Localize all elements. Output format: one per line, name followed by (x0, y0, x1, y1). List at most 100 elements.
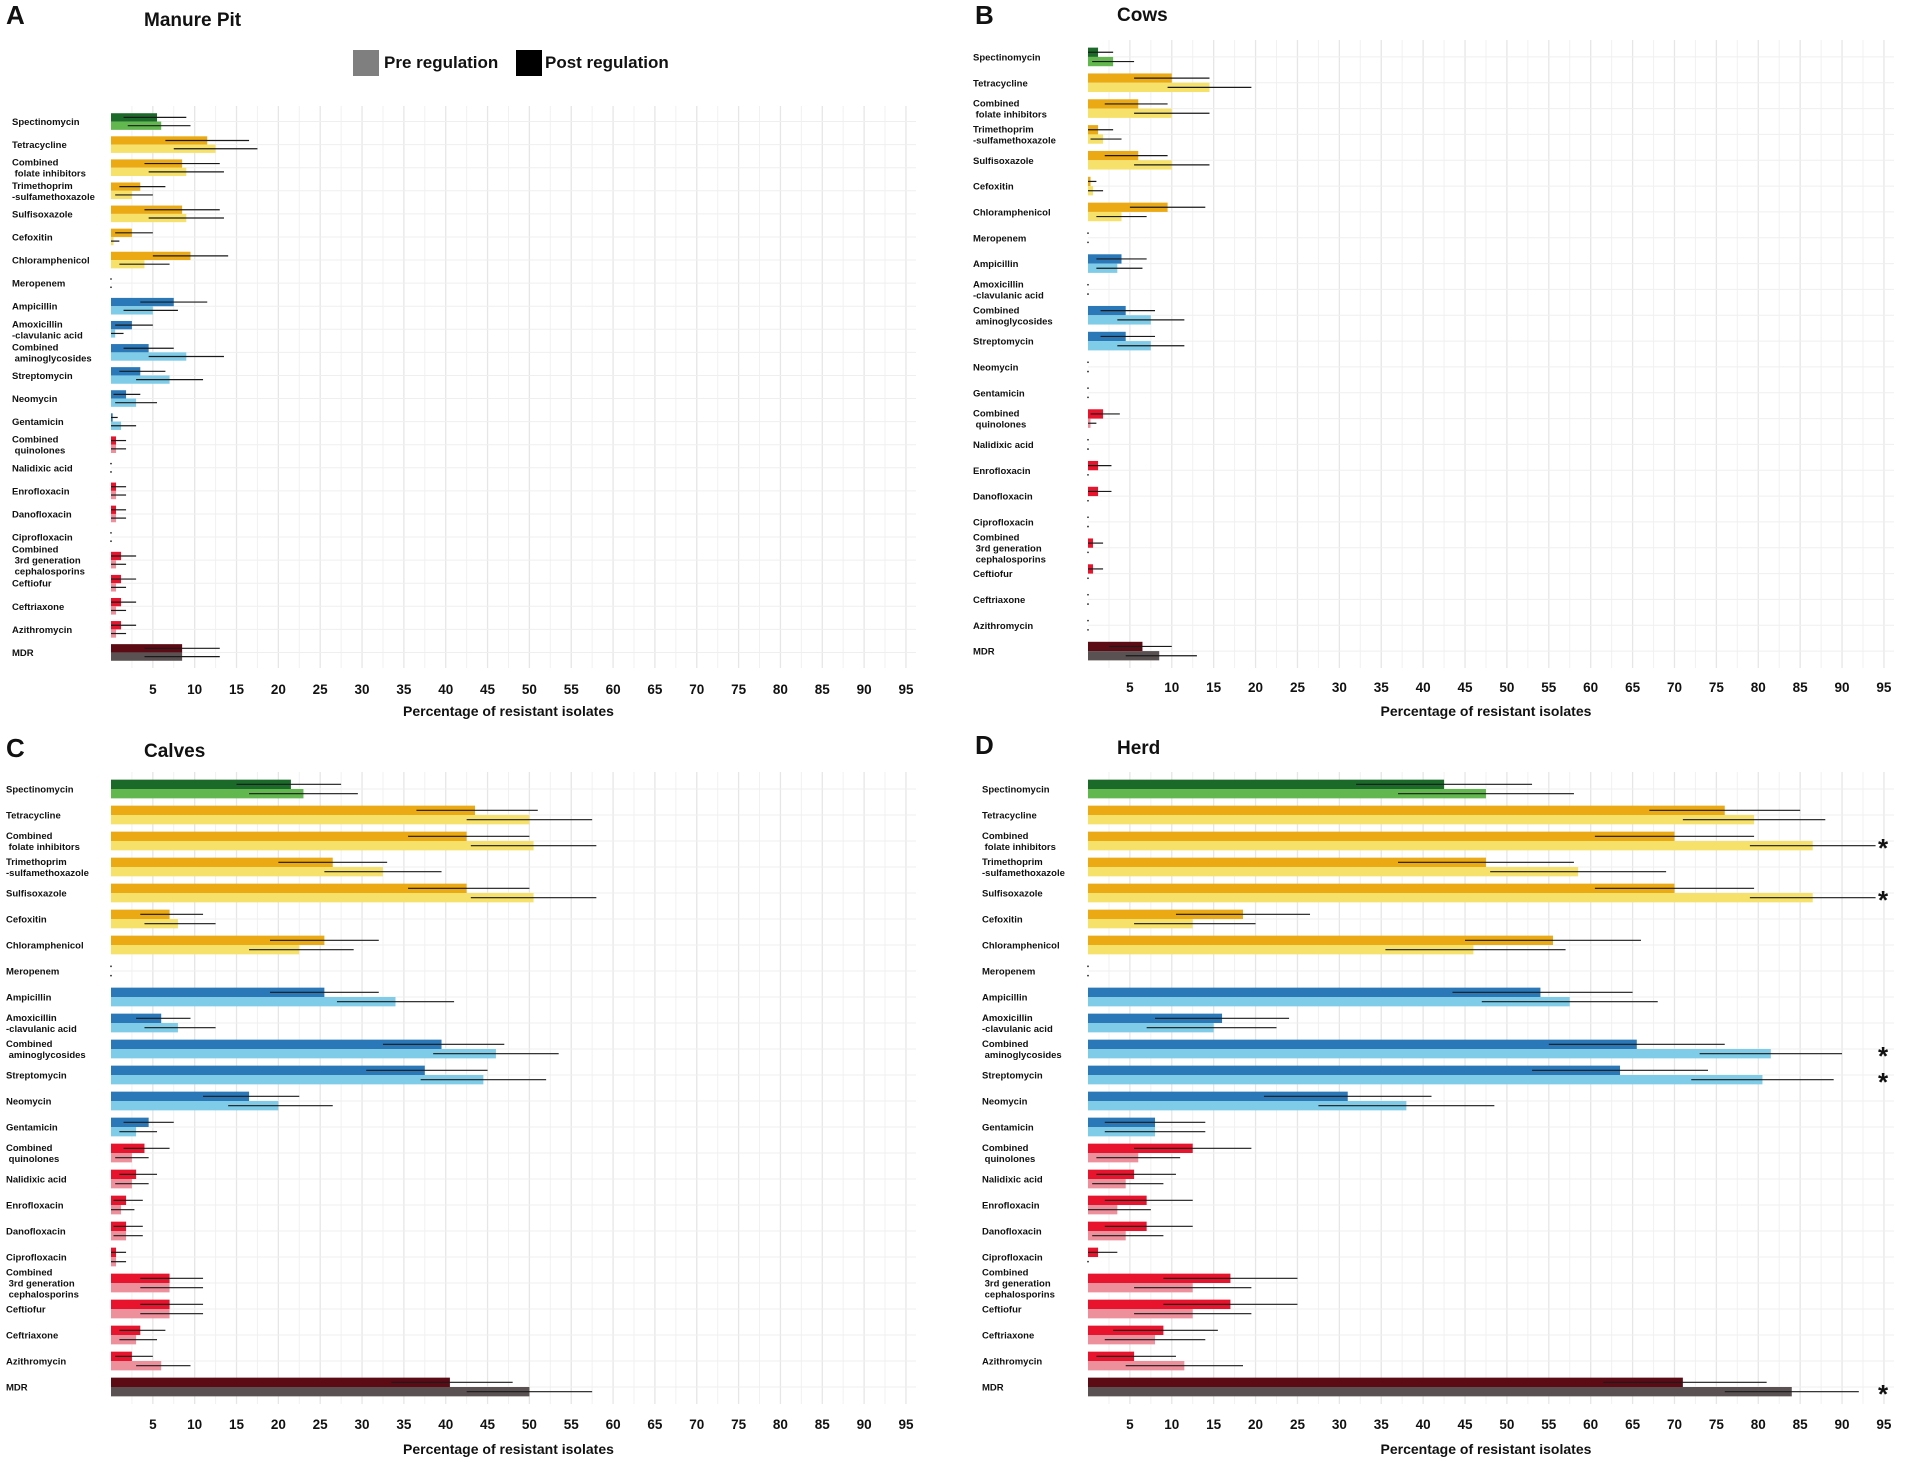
category-label-line: quinolones (973, 420, 1026, 431)
zero-marker-pre (1087, 551, 1089, 554)
x-tick-label: 35 (1374, 1417, 1390, 1432)
x-tick-label: 65 (647, 682, 663, 697)
category-label-line: Neomycin (973, 362, 1019, 373)
category-label-line: -sulfamethoxazole (12, 192, 95, 203)
panel-letter: D (975, 730, 994, 760)
x-tick-label: 25 (313, 682, 329, 697)
zero-marker-pre (1087, 1260, 1089, 1263)
category-label: Nalidixic acid (12, 463, 73, 474)
x-tick-label: 70 (1667, 1417, 1682, 1432)
x-tick-label: 25 (313, 1417, 329, 1432)
bar-post (1088, 1091, 1348, 1101)
category-label: Nalidixic acid (973, 440, 1034, 451)
bar-post (111, 1377, 450, 1387)
bar-post (1088, 779, 1445, 789)
category-label-line: Combined (12, 545, 59, 556)
x-tick-label: 75 (731, 1417, 747, 1432)
bar-post (111, 857, 333, 867)
category-label-line: Spectinomycin (6, 785, 74, 796)
bar-post (1088, 883, 1675, 893)
x-tick-label: 80 (773, 1417, 788, 1432)
legend-label-post: Post regulation (545, 53, 669, 72)
x-tick-label: 15 (1206, 1417, 1222, 1432)
category-label-line: -sulfamethoxazole (973, 135, 1056, 146)
category-label-line: Enrofloxacin (12, 486, 70, 497)
significance-star: * (1878, 833, 1889, 863)
category-label-line: Ciprofloxacin (982, 1253, 1043, 1264)
category-label: Streptomycin (6, 1071, 67, 1082)
category-label-line: 3rd generation (6, 1279, 75, 1290)
zero-marker-pre (1087, 629, 1089, 631)
category-label-line: Danofloxacin (982, 1227, 1042, 1238)
category-label: Azithromycin (6, 1357, 66, 1368)
panel-a: A Manure Pit Spectinomycin Tetracycline Comb… (6, 0, 916, 719)
category-label: Tetracycline (12, 140, 67, 151)
category-label-line: Trimethoprim (6, 857, 67, 868)
bar-post (1088, 1273, 1231, 1283)
bar-post (111, 805, 476, 815)
x-tick-label: 70 (689, 682, 704, 697)
category-label-line: Streptomycin (973, 337, 1034, 348)
zero-marker-post (1087, 283, 1089, 286)
zero-marker-pre (1087, 370, 1089, 373)
panel-title: Cows (1117, 5, 1168, 26)
category-label-line: -clavulanic acid (6, 1024, 77, 1035)
category-label-line: Ciprofloxacin (6, 1253, 67, 1264)
category-label-line: Chloramphenicol (6, 941, 84, 952)
x-tick-label: 50 (522, 1417, 537, 1432)
bar-pre (1088, 997, 1570, 1007)
bar-pre (111, 867, 383, 877)
category-label-line: quinolones (982, 1154, 1035, 1165)
bar-post (111, 779, 291, 789)
bar-pre (1088, 1387, 1792, 1397)
category-label-line: Spectinomycin (973, 52, 1041, 63)
category-label-line: Sulfisoxazole (973, 156, 1034, 167)
category-label-line: Combined (973, 409, 1020, 420)
category-label: Danofloxacin (973, 492, 1033, 503)
category-label-line: Streptomycin (982, 1071, 1043, 1082)
zero-marker-post (1087, 387, 1089, 389)
bar-post (111, 1091, 250, 1101)
zero-marker-pre (1087, 448, 1089, 450)
bar-pre (1088, 160, 1172, 170)
bar-pre (1088, 1075, 1763, 1085)
category-label-line: Cefoxitin (12, 232, 53, 243)
category-label: Cefoxitin (982, 915, 1023, 926)
x-tick-label: 80 (1751, 1417, 1766, 1432)
x-tick-label: 20 (271, 1417, 286, 1432)
x-tick-label: 60 (1583, 1417, 1598, 1432)
category-label: Meropenem (982, 967, 1035, 978)
category-label-line: cephalosporins (982, 1290, 1055, 1301)
category-label-line: Meropenem (12, 279, 65, 290)
category-label: Ampicillin (982, 993, 1028, 1004)
bar-post (111, 831, 467, 841)
bar-post (1088, 805, 1725, 815)
x-tick-label: 60 (606, 682, 621, 697)
category-label-line: Combined (982, 1039, 1029, 1050)
category-label: MDR (982, 1383, 1004, 1394)
category-label-line: Ceftriaxone (973, 595, 1025, 606)
category-label-line: Amoxicillin (973, 279, 1024, 290)
category-label-line: -clavulanic acid (973, 290, 1044, 301)
bar-post (111, 1039, 442, 1049)
x-tick-label: 90 (857, 1417, 872, 1432)
category-label: MDR (973, 647, 995, 658)
category-label-line: Enrofloxacin (982, 1201, 1040, 1212)
bar-pre (111, 1283, 170, 1293)
category-label-line: -sulfamethoxazole (6, 868, 89, 879)
x-axis-label: Percentage of resistant isolates (1381, 1441, 1592, 1457)
category-label: Tetracycline (973, 78, 1028, 89)
category-label-line: Combined (982, 1143, 1029, 1154)
category-label-line: Combined (6, 1039, 53, 1050)
category-label-line: Neomycin (982, 1097, 1028, 1108)
category-label-line: Chloramphenicol (973, 207, 1051, 218)
category-label: Trimethoprim -sulfamethoxazole (982, 857, 1065, 879)
category-label: Sulfisoxazole (12, 209, 73, 220)
zero-marker-pre (1087, 577, 1089, 580)
category-label: Danofloxacin (6, 1227, 66, 1238)
category-label: Enrofloxacin (973, 466, 1031, 477)
category-label: Enrofloxacin (12, 486, 70, 497)
category-label: Spectinomycin (6, 785, 74, 796)
x-tick-label: 30 (355, 1417, 370, 1432)
x-tick-label: 55 (564, 682, 580, 697)
